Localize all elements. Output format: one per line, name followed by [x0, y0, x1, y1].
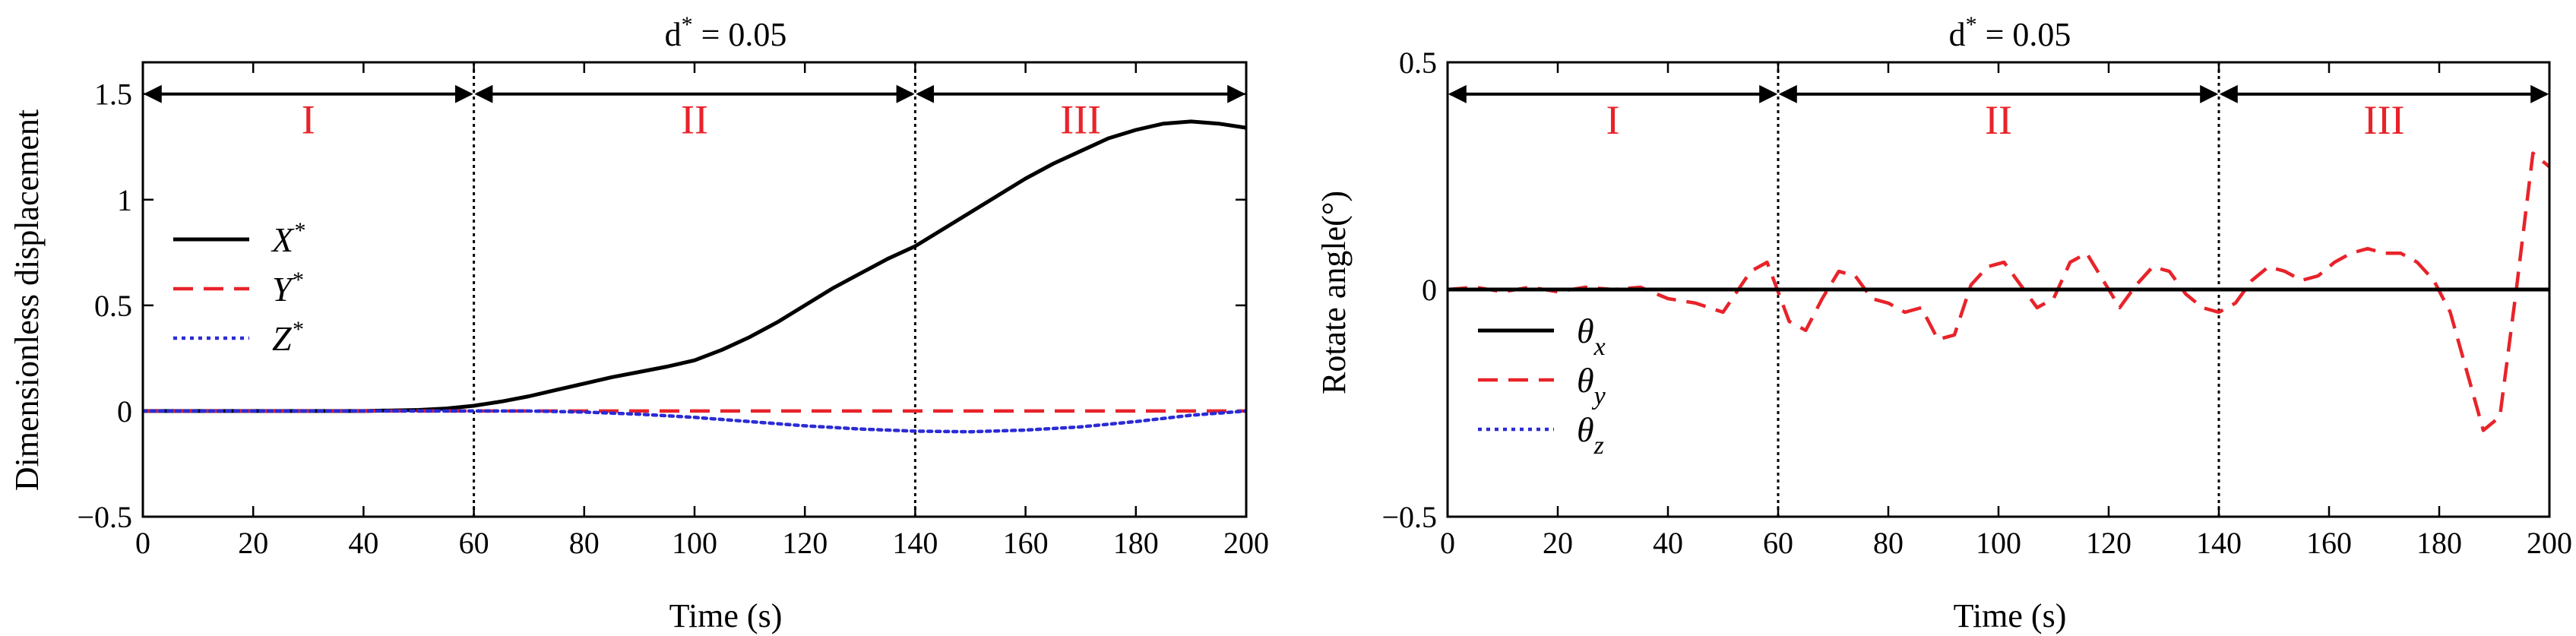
x-tick-label: 180: [2416, 526, 2462, 560]
legend-label-sub: y: [1592, 382, 1606, 410]
y-tick-label: 1.5: [94, 78, 132, 112]
legend: X*Y*Z*: [173, 218, 305, 358]
y-ticks: −0.5 0 0.5 1 1.5: [77, 78, 1246, 534]
x-tick-label: 200: [2527, 526, 2572, 560]
y-axis-label: Dimensionless displacement: [8, 109, 46, 491]
x-tick-label: 0: [135, 526, 150, 560]
x-tick-label: 40: [348, 526, 378, 560]
x-ticks: 0 20 40 60 80 100 120 140 160 180 200: [1440, 62, 2572, 560]
x-tick-label: 20: [1543, 526, 1573, 560]
legend-label-main: Z: [272, 319, 292, 358]
legend-label-main: θ: [1577, 410, 1594, 449]
x-tick-label: 0: [1440, 526, 1455, 560]
y-tick-label: 0.5: [94, 289, 132, 323]
title-rest: = 0.05: [1977, 16, 2071, 53]
x-tick-label: 60: [459, 526, 489, 560]
x-axis-label: Time (s): [1954, 597, 2067, 634]
legend-label: X*: [271, 218, 305, 259]
legend-label-main: X: [271, 220, 295, 259]
x-tick-label: 180: [1113, 526, 1159, 560]
title-superscript: *: [682, 12, 693, 37]
x-tick-label: 100: [672, 526, 717, 560]
legend-label: θx: [1577, 312, 1606, 361]
region-label: III: [1060, 97, 1101, 143]
legend-label-main: Y: [272, 270, 295, 309]
title-rest: = 0.05: [693, 16, 787, 53]
plot-frame: [1446, 61, 2551, 518]
series-lines: [143, 119, 1246, 434]
y-tick-label: 0.5: [1399, 46, 1437, 80]
x-tick-label: 160: [2306, 526, 2352, 560]
x-tick-label: 140: [2196, 526, 2242, 560]
legend-label-main: θ: [1577, 361, 1594, 400]
region-label: II: [681, 97, 708, 143]
x-tick-label: 40: [1653, 526, 1683, 560]
plot-frame: [141, 61, 1248, 518]
phase-boundaries: [473, 62, 916, 517]
region-label: III: [2364, 97, 2405, 143]
title-base: d: [1949, 16, 1966, 53]
x-tick-label: 120: [782, 526, 828, 560]
x-tick-label: 100: [1976, 526, 2021, 560]
legend-label-sup: *: [293, 218, 305, 243]
region-label: I: [302, 97, 315, 143]
x-tick-label: 80: [569, 526, 600, 560]
legend-label: θy: [1577, 361, 1606, 410]
x-tick-label: 20: [238, 526, 268, 560]
x-tick-label: 120: [2086, 526, 2131, 560]
title-superscript: *: [1966, 12, 1977, 37]
x-tick-label: 140: [892, 526, 938, 560]
legend-label-sup: *: [292, 317, 303, 342]
legend-label: θz: [1577, 410, 1604, 460]
y-tick-label: −0.5: [77, 500, 132, 534]
legend-label: Z*: [272, 317, 303, 358]
y-tick-label: 1: [117, 183, 132, 217]
y-tick-label: 0: [117, 394, 132, 429]
region-labels: I II III: [302, 97, 1101, 143]
legend-label-sup: *: [292, 267, 303, 293]
chart-right: d* = 0.05 Time (s) Rotate angle(°) 0 20 40…: [1315, 12, 2572, 634]
chart-title: d* = 0.05: [665, 12, 787, 53]
x-tick-label: 60: [1763, 526, 1793, 560]
x-ticks: 0 20 40 60 80 100 120 140 160 180 200: [135, 62, 1269, 560]
y-tick-label: −0.5: [1381, 500, 1437, 534]
title-base: d: [665, 16, 682, 53]
chart-left: d* = 0.05 Time (s) Dimensionless displac…: [8, 12, 1269, 634]
legend-label: Y*: [272, 267, 303, 309]
series-lines: [1448, 151, 2549, 432]
chart-title: d* = 0.05: [1949, 12, 2071, 53]
x-tick-label: 80: [1873, 526, 1904, 560]
y-ticks: −0.5 0 0.5: [1381, 46, 2549, 534]
series-line-1: [143, 119, 1246, 413]
legend-label-sub: z: [1593, 432, 1604, 460]
series-line-2: [1448, 151, 2549, 432]
x-tick-label: 160: [1003, 526, 1049, 560]
y-tick-label: 0: [1422, 273, 1437, 307]
legend-label-main: θ: [1577, 312, 1594, 350]
region-label: II: [1985, 97, 2012, 143]
x-tick-label: 200: [1223, 526, 1269, 560]
x-axis-label: Time (s): [669, 597, 783, 634]
series-line-3: [143, 409, 1246, 434]
y-axis-label: Rotate angle(°): [1315, 191, 1353, 394]
region-label: I: [1606, 97, 1620, 143]
region-labels: I II III: [1606, 97, 2405, 143]
legend-label-sub: x: [1593, 333, 1606, 361]
